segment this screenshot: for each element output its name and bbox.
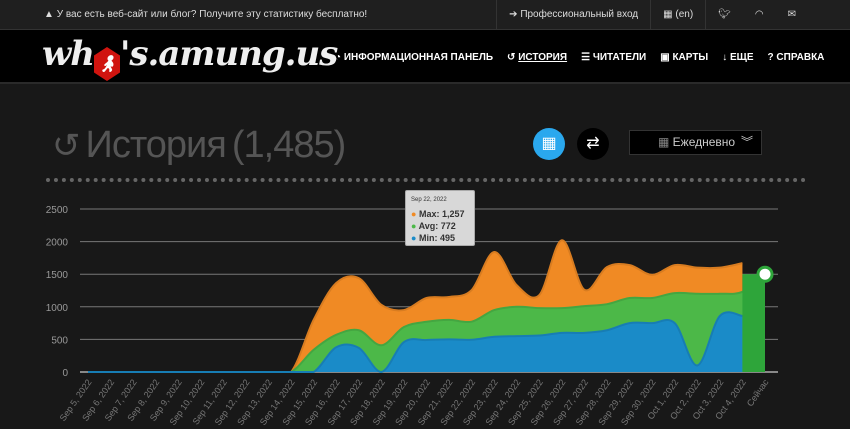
history-icon: ↺ [507,52,519,63]
main-nav: wh 🚶︎'s.amung.us ◔ ИНФОРМАЦИОННАЯ ПАНЕЛЬ ↺… [0,30,850,84]
area-min [88,312,743,372]
menu-item-1[interactable]: ↺ ИСТОРИЯ [507,52,567,63]
pro-login-link[interactable]: ➔ Профессиональный вход [497,0,652,30]
menu-label: ЕЩЕ [730,52,754,63]
compare-button[interactable]: ⇄ [577,128,609,160]
logo[interactable]: wh 🚶︎'s.amung.us [42,34,338,81]
chart-tooltip: Sep 22, 2022 ● Max: 1,257 ● Avg: 772 ● M… [405,190,475,246]
arrow-down-icon: ↓ [722,52,730,63]
menu-item-3[interactable]: ▣ КАРТЫ [660,52,708,63]
list-icon: ☰ [581,52,593,63]
promo-link[interactable]: ▲ У вас есть веб-сайт или блог? Получите… [44,9,367,20]
menu-label: ИНФОРМАЦИОННАЯ ПАНЕЛЬ [343,52,494,63]
y-tick-label: 1000 [46,303,69,314]
menu-label: ИСТОРИЯ [518,52,568,63]
interval-select[interactable]: ▦ Ежедневно ︾ [629,130,762,155]
y-tick-label: 2000 [46,238,69,249]
y-tick-label: 500 [51,335,68,346]
swap-icon: ⇄ [586,135,600,152]
menu-item-4[interactable]: ↓ ЕЩЕ [722,52,753,63]
y-tick-label: 0 [62,368,68,379]
title-count: (1,485) [231,124,346,166]
line-min [87,311,743,374]
current-bar [742,274,765,372]
language-icon: ▦ [663,9,676,20]
login-icon: ➔ [509,9,521,20]
rss-icon[interactable]: ◠ [754,9,764,20]
x-tick-label: Сейчас [745,377,771,408]
calendar-icon: ▦ [541,135,557,152]
tooltip-date: Sep 22, 2022 [411,197,447,203]
dashboard-icon: ◔ [335,52,344,63]
interval-value: Ежедневно [672,135,736,149]
warning-icon: ▲ [44,9,57,20]
page-title: ↺ История (1,485) [52,124,346,167]
logo-hexagon-icon: 🚶︎ [94,47,120,81]
menu-item-0[interactable]: ◔ ИНФОРМАЦИОННАЯ ПАНЕЛЬ [335,52,493,63]
tooltip-min: 495 [439,233,455,243]
login-label: Профессиональный вход [520,9,639,20]
menu-label: ЧИТАТЕЛИ [592,52,647,63]
menu-item-5[interactable]: ? СПРАВКА [768,52,825,63]
tooltip-max: 1,257 [441,209,465,219]
history-icon: ↺ [52,126,80,165]
tooltip-min-label: Min: [418,233,438,243]
mail-icon[interactable]: ✉ [787,9,796,20]
tooltip-avg-label: Avg: [418,221,439,231]
y-tick-label: 1500 [46,270,69,281]
tooltip-max-label: Max: [418,209,440,219]
calendar-button[interactable]: ▦ [533,128,565,160]
language-link[interactable]: ▦ (en) [651,0,707,30]
promo-text: У вас есть веб-сайт или блог? Получите э… [56,9,368,20]
menu-label: СПРАВКА [776,52,825,63]
menu-label: КАРТЫ [672,52,709,63]
title-text: История [85,124,227,166]
language-label: (en) [675,9,694,20]
y-tick-label: 2500 [46,205,69,216]
logo-text: 's.amung.us [120,34,338,74]
logo-text: wh [42,34,95,74]
calendar-small-icon: ▦ [658,135,673,149]
menu-item-2[interactable]: ☰ ЧИТАТЕЛИ [581,52,646,63]
map-icon: ▣ [660,52,673,63]
current-point-marker[interactable] [756,265,774,283]
help-icon: ? [767,52,777,63]
twitter-icon[interactable]: 🐦︎ [718,9,731,20]
chevron-down-icon: ︾ [740,135,753,149]
divider [46,178,806,182]
top-bar: ▲ У вас есть веб-сайт или блог? Получите… [0,0,850,30]
tooltip-avg: 772 [440,221,456,231]
